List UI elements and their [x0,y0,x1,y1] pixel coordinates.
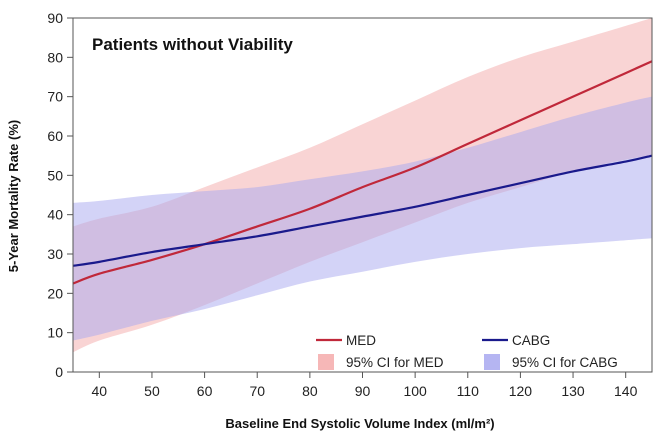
y-axis: 0 10 20 30 40 50 60 70 80 90 [47,10,73,380]
x-tick-label: 70 [249,383,265,399]
series-line-med [72,60,653,285]
x-tick-label: 50 [144,383,160,399]
legend-swatch-band [318,354,334,370]
y-tick-label: 0 [55,364,63,380]
legend-label: 95% CI for CABG [512,355,618,370]
legend-label: MED [346,333,376,348]
legend-label: CABG [512,333,550,348]
x-axis: 40 50 60 70 80 90 100 110 120 130 140 [92,372,638,399]
x-tick-label: 90 [355,383,371,399]
y-tick-label: 40 [47,207,63,223]
legend: MED CABG 95% CI for MED 95% CI for CABG [316,333,618,370]
y-tick-label: 50 [47,167,63,183]
chart-title: Patients without Viability [92,35,293,54]
x-tick-label: 80 [302,383,318,399]
y-tick-label: 80 [47,49,63,65]
y-tick-label: 10 [47,325,63,341]
x-tick-label: 130 [561,383,585,399]
y-tick-label: 60 [47,128,63,144]
legend-label: 95% CI for MED [346,355,444,370]
y-tick-label: 70 [47,89,63,105]
x-tick-label: 100 [403,383,427,399]
y-axis-label: 5-Year Mortality Rate (%) [6,120,21,272]
x-tick-label: 60 [197,383,213,399]
ci-bands [73,18,652,353]
x-tick-label: 140 [614,383,638,399]
x-tick-label: 120 [509,383,533,399]
y-tick-label: 30 [47,246,63,262]
x-tick-label: 40 [92,383,108,399]
legend-swatch-band [484,354,500,370]
y-tick-label: 20 [47,285,63,301]
series-line-cabg [72,154,653,267]
x-axis-label: Baseline End Systolic Volume Index (ml/m… [225,416,494,431]
ci-band-cabg [73,96,652,341]
series-lines [72,60,653,285]
y-tick-label: 90 [47,10,63,26]
x-tick-label: 110 [457,383,480,399]
